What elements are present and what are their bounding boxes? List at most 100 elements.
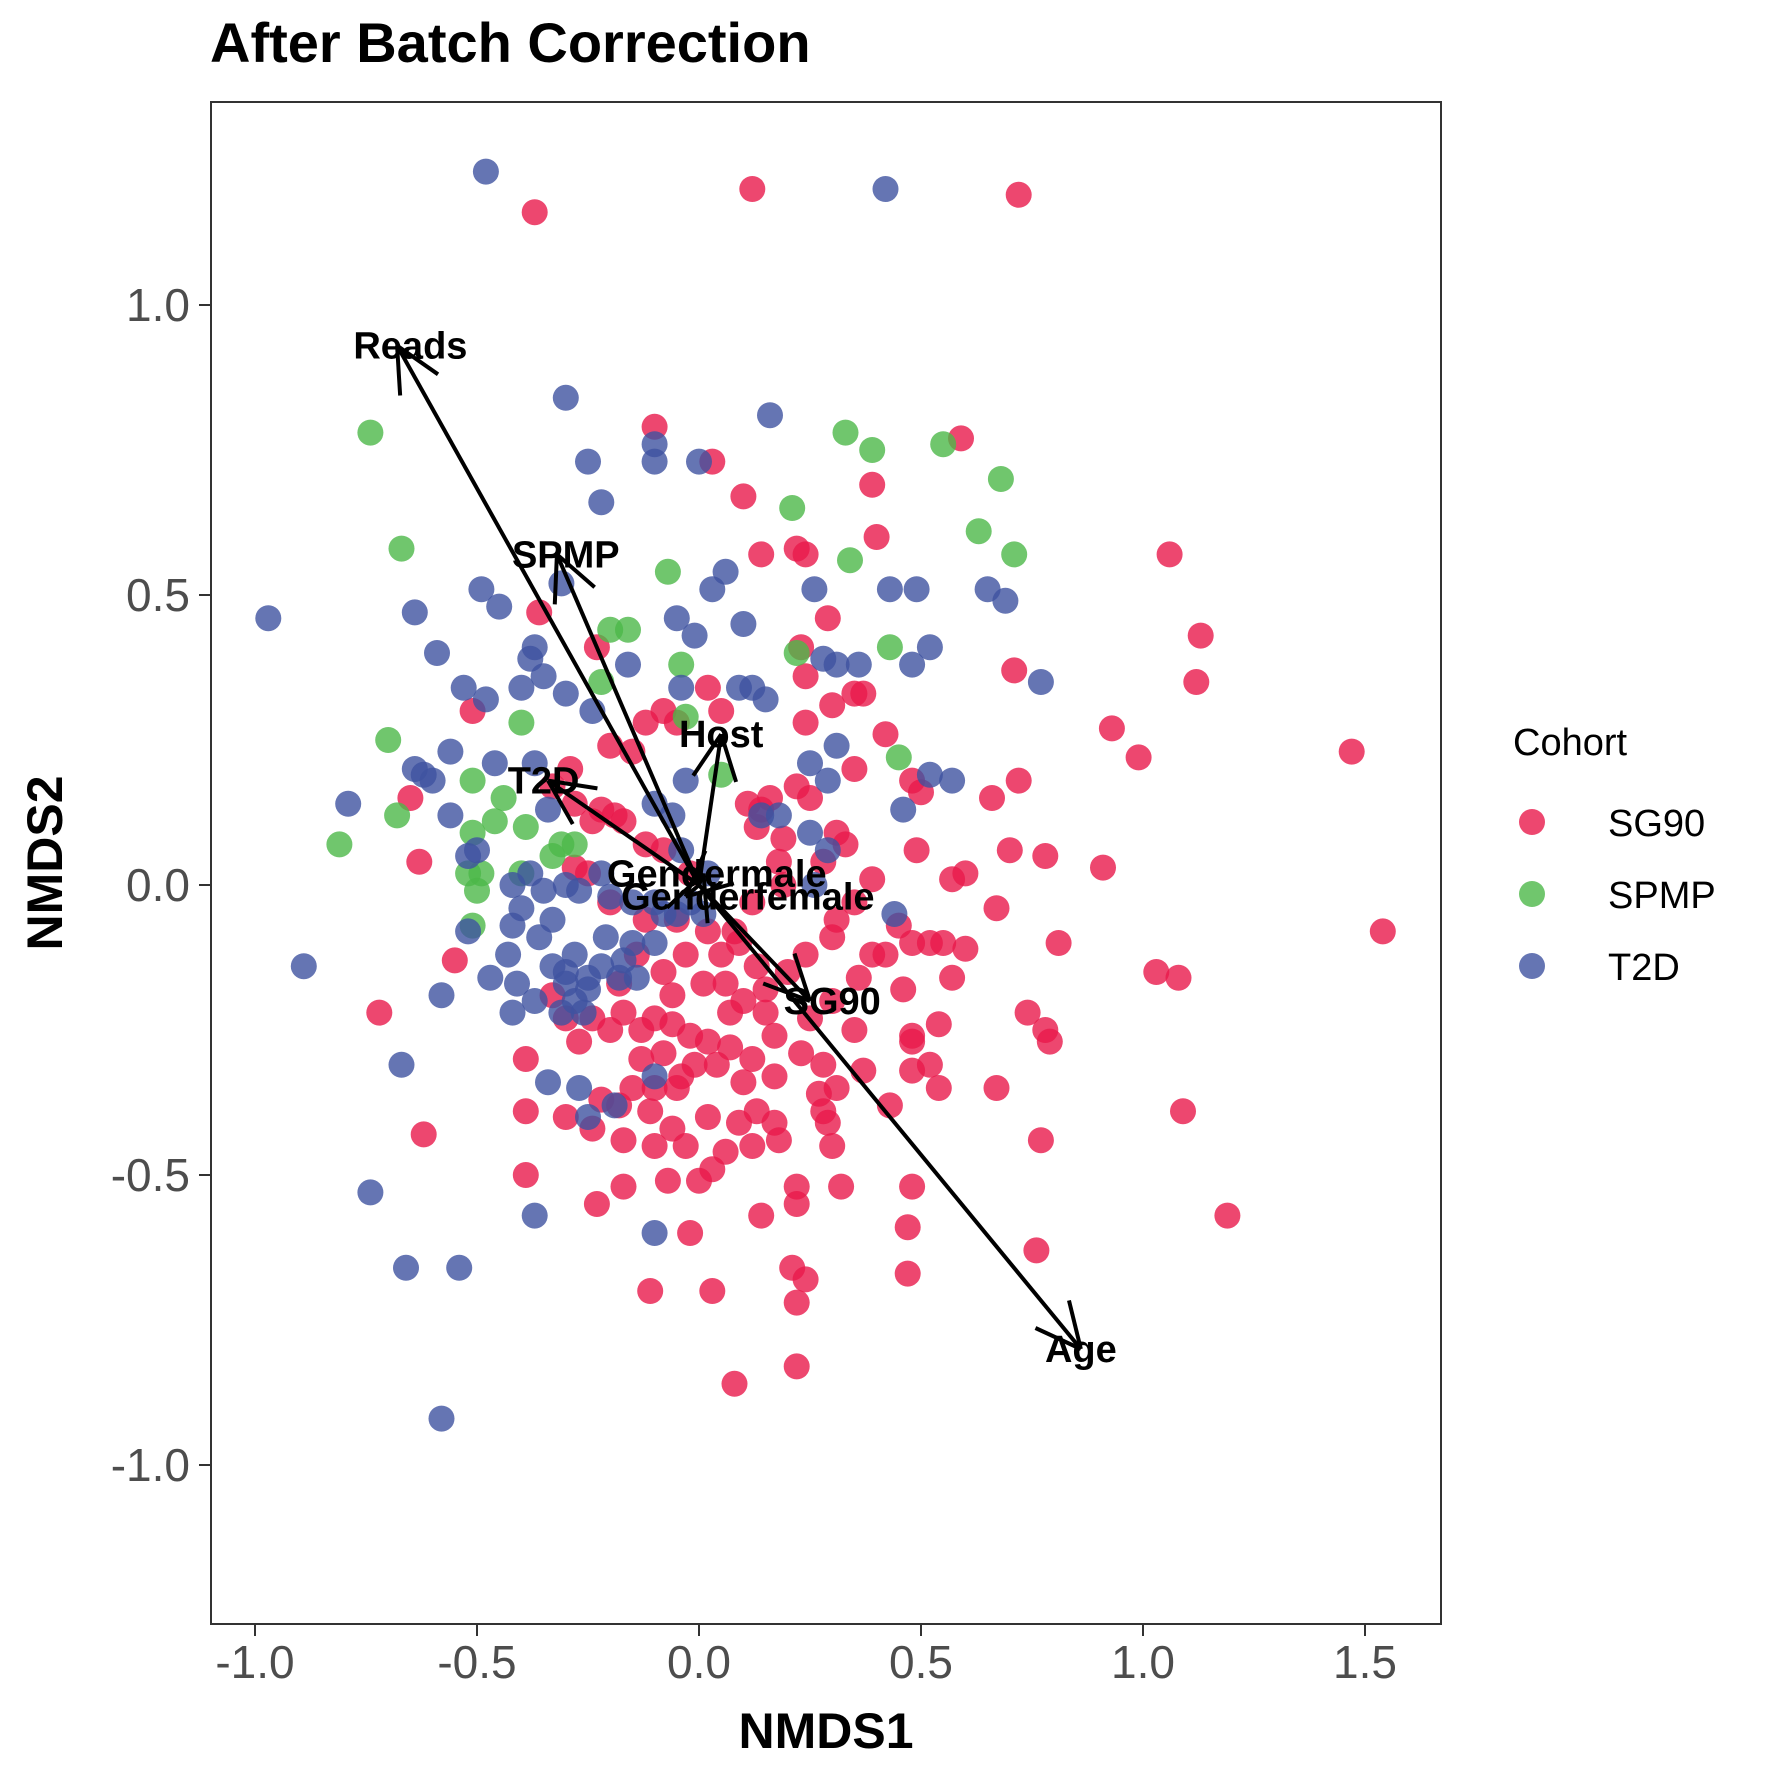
data-point <box>521 634 548 661</box>
legend-label: SG90 <box>1608 803 1705 845</box>
data-point <box>552 1104 579 1130</box>
data-point <box>690 970 717 997</box>
data-point <box>530 663 557 690</box>
data-point <box>899 1173 926 1200</box>
data-point <box>526 599 553 626</box>
data-point <box>561 790 588 817</box>
vector-sg90: SG90 <box>697 883 881 1023</box>
data-point <box>939 767 966 794</box>
data-point <box>1032 843 1059 869</box>
data-point <box>1036 1028 1063 1055</box>
data-point <box>388 1051 415 1078</box>
vector-line <box>546 778 701 887</box>
data-point <box>690 901 717 927</box>
vector-label: T2D <box>508 761 580 803</box>
data-point <box>726 930 752 956</box>
data-point <box>650 959 677 985</box>
vector-reads: Reads <box>353 326 701 886</box>
data-point <box>814 605 841 632</box>
data-point <box>384 802 411 829</box>
data-point <box>437 802 464 829</box>
data-point <box>850 680 877 707</box>
data-point <box>1125 744 1152 771</box>
vector-arrowhead <box>395 343 440 376</box>
data-point <box>619 930 646 956</box>
data-point <box>872 941 899 968</box>
data-point <box>535 1069 561 1096</box>
vector-label: Host <box>679 714 764 756</box>
data-point <box>810 1098 837 1125</box>
data-point <box>619 889 646 916</box>
data-point <box>872 721 899 748</box>
vector-arrowhead <box>1034 1326 1082 1351</box>
data-point <box>681 622 708 649</box>
data-point <box>952 935 979 962</box>
data-point <box>783 1289 810 1316</box>
data-point <box>726 1109 752 1136</box>
data-point <box>401 599 428 626</box>
data-point <box>894 1260 921 1287</box>
data-point <box>890 976 917 1003</box>
data-point <box>428 982 455 1009</box>
legend-key-sg90 <box>1519 809 1545 835</box>
data-point <box>575 448 601 475</box>
data-point <box>925 1075 952 1101</box>
y-tick-label: -0.5 <box>111 1149 190 1201</box>
data-point <box>730 1069 757 1096</box>
data-point <box>899 1057 926 1084</box>
vector-line <box>697 883 1083 1351</box>
data-point <box>1183 669 1210 695</box>
vector-host: Host <box>679 714 764 886</box>
data-point <box>876 634 903 661</box>
data-point <box>1338 738 1365 765</box>
data-point <box>916 761 943 788</box>
data-point <box>823 732 850 759</box>
data-point <box>992 587 1019 614</box>
vector-arrowhead <box>719 733 739 783</box>
x-axis-title: NMDS1 <box>738 1703 913 1759</box>
data-point <box>561 941 588 968</box>
vector-arrowhead <box>395 345 403 396</box>
data-point <box>1090 854 1116 881</box>
data-point <box>410 1121 437 1148</box>
data-point <box>424 640 450 666</box>
legend-key-t2d <box>1519 953 1545 979</box>
data-point <box>686 448 712 475</box>
y-tick-label: 0.0 <box>126 859 190 911</box>
data-point <box>717 999 744 1026</box>
data-point <box>592 924 619 951</box>
data-point <box>650 1040 677 1067</box>
legend: Cohort SG90 SPMP T2D <box>1513 722 1716 989</box>
data-point <box>1027 1127 1054 1154</box>
legend-items: SG90 SPMP T2D <box>1519 803 1716 989</box>
data-point <box>539 906 566 933</box>
data-point <box>979 785 1005 811</box>
data-point <box>508 895 535 922</box>
data-point <box>668 674 695 701</box>
data-point <box>783 1191 810 1217</box>
vector-label: Age <box>1045 1329 1117 1371</box>
data-point <box>672 703 699 730</box>
data-point <box>663 605 690 632</box>
vector-line <box>395 344 701 886</box>
data-point <box>916 634 943 661</box>
data-point <box>823 906 850 933</box>
data-point <box>983 1075 1010 1101</box>
data-point <box>512 1162 539 1188</box>
series-spmp <box>326 419 1028 939</box>
vector-label: SG90 <box>784 981 881 1023</box>
data-point <box>535 796 561 823</box>
x-tick-label: 1.0 <box>1111 1636 1175 1688</box>
data-point <box>326 831 353 858</box>
data-point <box>881 901 908 927</box>
data-point <box>752 976 779 1003</box>
data-point <box>583 1191 610 1217</box>
data-point <box>597 883 624 910</box>
data-point <box>739 889 766 916</box>
data-point <box>575 964 601 991</box>
data-point <box>672 1133 699 1159</box>
x-tick-label: 0.0 <box>667 1636 731 1688</box>
data-point <box>859 471 886 498</box>
data-point <box>894 1214 921 1241</box>
